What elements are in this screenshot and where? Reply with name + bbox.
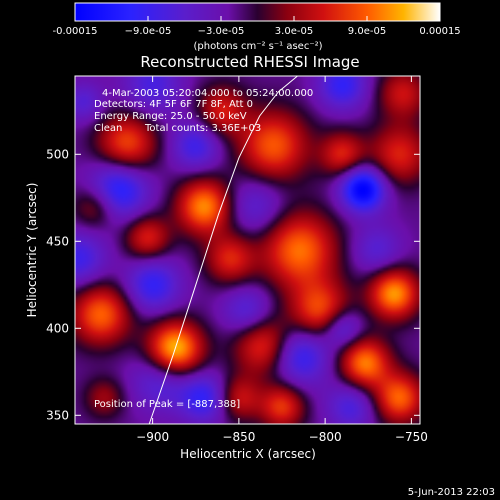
y-axis: 350 400 450 500 [46,147,420,422]
x-tick-label: −800 [309,430,342,444]
colorbar-tick-label: 9.0e-05 [348,26,386,37]
annotation-detectors: Detectors: 4F 5F 6F 7F 8F, Att 0 [94,99,253,110]
heatmap-image [75,76,420,424]
x-axis: −900 −850 −800 −750 [136,76,428,444]
plot-frame [74,75,421,425]
annotation-total-counts: Total counts: 3.36E+03 [144,123,261,134]
y-tick-label: 500 [46,147,69,161]
colorbar [74,2,441,22]
annotation-clean: Clean [94,123,122,134]
chart-title: Reconstructed RHESSI Image [140,53,359,71]
x-tick-label: −900 [136,430,169,444]
annotation-energy-range: Energy Range: 25.0 - 50.0 keV [94,111,247,122]
annotation-time-range: 4-Mar-2003 05:20:04.000 to 05:24:00.000 [102,88,313,99]
colorbar-unit-label: (photons cm⁻² s⁻¹ asec⁻²) [193,41,322,52]
footer-date: 5-Jun-2013 22:03 [408,487,495,498]
x-tick-label: −750 [395,430,428,444]
colorbar-tick-label: −9.0e-05 [125,26,172,37]
colorbar-tick-label: 0.00015 [419,26,460,37]
x-axis-label: Heliocentric X (arcsec) [180,447,316,461]
x-tick-label: −850 [222,430,255,444]
y-tick-label: 400 [46,321,69,335]
colorbar-tick-label: 3.0e-05 [275,26,313,37]
y-axis-label: Heliocentric Y (arcsec) [25,183,39,318]
solar-limb-line [148,76,299,424]
colorbar-ticks: -0.00015 −9.0e-05 −3.0e-05 3.0e-05 9.0e-05 0.… [53,16,461,37]
colorbar-tick-label: −3.0e-05 [198,26,245,37]
y-tick-label: 350 [46,408,69,422]
colorbar-tick-label: -0.00015 [53,26,98,37]
annotation-peak-position: Position of Peak = [-887,388] [94,399,240,410]
y-tick-label: 450 [46,234,69,248]
